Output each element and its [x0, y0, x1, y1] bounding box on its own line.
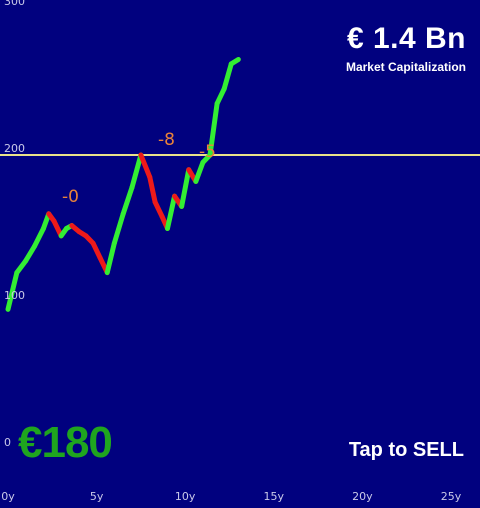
trade-marker: -5 [199, 142, 216, 162]
market-cap-value: € 1.4 Bn [346, 22, 466, 55]
price-segment-up [111, 211, 126, 246]
price-segment-up [193, 159, 206, 184]
y-tick-label: 100 [4, 289, 25, 302]
price-segment-up [228, 56, 241, 67]
price-segment-up [207, 101, 220, 158]
price-segment-up [179, 167, 192, 209]
price-segment-down [90, 240, 103, 261]
price-segment-up [221, 61, 234, 92]
x-tick-label: 0y [1, 490, 15, 503]
price-segment-down [147, 174, 158, 205]
x-tick-label: 5y [89, 490, 104, 503]
price-segment-up [214, 86, 227, 107]
price-segment-up [104, 240, 117, 276]
price-segment-up [32, 226, 46, 249]
price-segment-up [129, 152, 144, 190]
sell-button[interactable]: Tap to SELL [348, 439, 464, 461]
market-cap-label: Market Capitalization [345, 60, 466, 74]
x-tick-label: 10y [174, 490, 196, 503]
price-segment-down [138, 152, 153, 180]
x-tick-label: 25y [440, 490, 462, 503]
trade-marker: -8 [158, 130, 175, 150]
y-tick-label: 300 [4, 0, 25, 8]
price-segment-down [152, 199, 165, 220]
y-tick-label: 0 [4, 436, 11, 449]
current-price: €180 [18, 418, 113, 467]
y-tick-label: 200 [4, 142, 25, 155]
price-segment-up [5, 270, 20, 312]
x-tick-label: 20y [352, 490, 373, 503]
price-segment-up [120, 184, 135, 217]
price-segment-up [23, 243, 38, 264]
trade-marker: -0 [62, 187, 79, 207]
x-tick-label: 15y [263, 490, 285, 503]
price-line-ghost [7, 58, 239, 310]
price-segment-up [164, 193, 178, 231]
